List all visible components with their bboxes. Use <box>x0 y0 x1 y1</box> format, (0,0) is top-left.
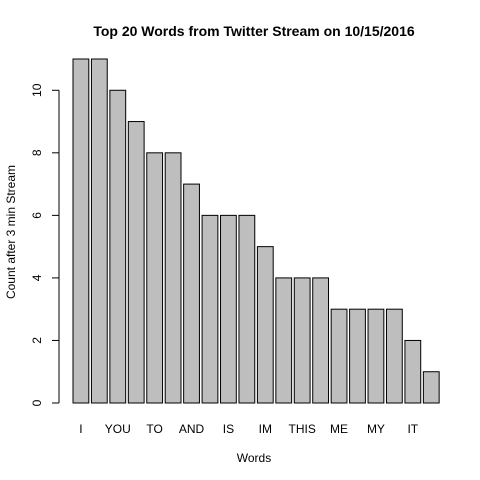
y-tick-label: 8 <box>30 149 44 156</box>
bar-12 <box>275 277 293 404</box>
bar-15 <box>330 308 348 404</box>
x-tick-label: I <box>79 422 82 436</box>
x-tick-label: THIS <box>289 422 316 436</box>
y-axis-label: Count after 3 min Stream <box>4 165 18 299</box>
bar-5 <box>146 152 164 404</box>
y-axis: 0 2 4 6 8 10 <box>30 83 60 406</box>
bar-17 <box>367 308 385 404</box>
y-tick-label: 2 <box>30 337 44 344</box>
bar-11 <box>256 246 274 404</box>
x-tick-label: TO <box>146 422 162 436</box>
bar-19 <box>404 339 422 404</box>
x-axis-label: Words <box>237 451 271 465</box>
y-tick-label: 4 <box>30 274 44 281</box>
bar-6 <box>164 152 182 404</box>
x-tick-label: IS <box>223 422 234 436</box>
bar-9 <box>220 214 237 404</box>
x-axis-labels: I YOU TO AND IS IM THIS ME MY IT <box>79 422 419 436</box>
bar-13 <box>293 277 311 404</box>
y-tick-label: 0 <box>30 399 44 406</box>
bar-16 <box>349 308 366 404</box>
y-tick-label: 6 <box>30 212 44 219</box>
bar-4 <box>127 121 145 404</box>
bar-20 <box>422 371 440 404</box>
bars-group <box>72 58 440 404</box>
x-tick-label: ME <box>330 422 348 436</box>
bar-2 <box>90 58 108 404</box>
y-tick-label: 10 <box>30 83 44 97</box>
bar-3 <box>109 89 127 404</box>
bar-10 <box>238 214 256 404</box>
bar-18 <box>385 308 403 404</box>
bar-14 <box>312 277 330 404</box>
x-tick-label: IT <box>407 422 418 436</box>
bar-7 <box>183 183 200 404</box>
x-tick-label: YOU <box>105 422 131 436</box>
bar-8 <box>201 214 219 404</box>
bar-1 <box>72 58 90 404</box>
x-tick-label: MY <box>367 422 385 436</box>
x-tick-label: IM <box>259 422 272 436</box>
chart-title: Top 20 Words from Twitter Stream on 10/1… <box>93 23 415 39</box>
x-tick-label: AND <box>179 422 205 436</box>
